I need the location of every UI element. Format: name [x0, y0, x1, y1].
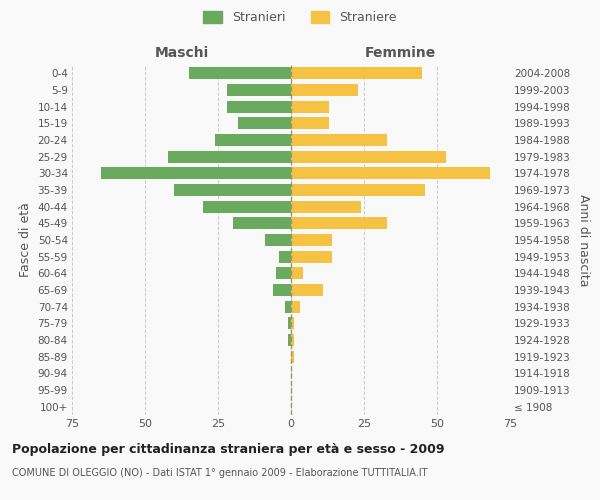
Bar: [274, 284, 291, 296]
Y-axis label: Fasce di età: Fasce di età: [19, 202, 32, 278]
Bar: [291, 334, 294, 346]
Bar: [288, 334, 291, 346]
Bar: [233, 218, 291, 230]
Bar: [291, 200, 361, 212]
Bar: [169, 150, 291, 162]
Bar: [101, 168, 291, 179]
Bar: [291, 184, 425, 196]
Bar: [215, 134, 291, 146]
Bar: [291, 268, 302, 280]
Bar: [291, 234, 332, 246]
Bar: [291, 68, 422, 80]
Bar: [285, 300, 291, 312]
Bar: [189, 68, 291, 80]
Bar: [291, 350, 294, 362]
Text: Maschi: Maschi: [154, 46, 209, 60]
Bar: [288, 318, 291, 330]
Bar: [277, 268, 291, 280]
Bar: [227, 84, 291, 96]
Bar: [291, 118, 329, 130]
Bar: [227, 100, 291, 112]
Bar: [174, 184, 291, 196]
Bar: [291, 150, 446, 162]
Bar: [238, 118, 291, 130]
Bar: [291, 100, 329, 112]
Legend: Stranieri, Straniere: Stranieri, Straniere: [198, 6, 402, 29]
Bar: [291, 318, 294, 330]
Text: COMUNE DI OLEGGIO (NO) - Dati ISTAT 1° gennaio 2009 - Elaborazione TUTTITALIA.IT: COMUNE DI OLEGGIO (NO) - Dati ISTAT 1° g…: [12, 468, 427, 477]
Bar: [203, 200, 291, 212]
Y-axis label: Anni di nascita: Anni di nascita: [577, 194, 590, 286]
Text: Popolazione per cittadinanza straniera per età e sesso - 2009: Popolazione per cittadinanza straniera p…: [12, 442, 445, 456]
Bar: [265, 234, 291, 246]
Bar: [291, 168, 490, 179]
Bar: [291, 300, 300, 312]
Bar: [291, 134, 388, 146]
Text: Femmine: Femmine: [365, 46, 436, 60]
Bar: [291, 250, 332, 262]
Bar: [291, 84, 358, 96]
Bar: [291, 218, 388, 230]
Bar: [280, 250, 291, 262]
Bar: [291, 284, 323, 296]
